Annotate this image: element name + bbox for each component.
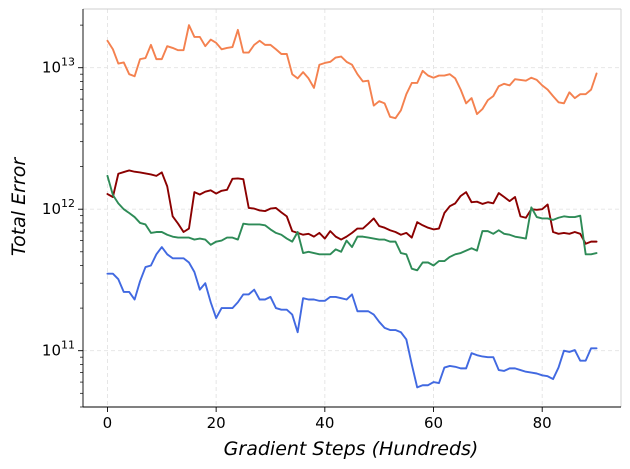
series-line-3 xyxy=(106,174,598,272)
y-tick-label: 1013 xyxy=(42,56,75,77)
x-tick-label: 80 xyxy=(533,414,552,432)
x-tick-label: 60 xyxy=(424,414,443,432)
series-line-4 xyxy=(106,246,598,389)
x-axis-label: Gradient Steps (Hundreds) xyxy=(224,438,479,460)
x-tick-label: 0 xyxy=(103,414,113,432)
series-line-1 xyxy=(106,24,598,120)
series-group xyxy=(106,24,598,389)
x-tick-label: 40 xyxy=(315,414,334,432)
x-tick-label: 20 xyxy=(207,414,226,432)
series-line-2 xyxy=(106,169,598,245)
plot-frame xyxy=(82,8,622,408)
y-tick-label: 1012 xyxy=(42,197,75,218)
y-tick-label: 1011 xyxy=(42,339,75,360)
y-axis: 1011 1012 1013 xyxy=(42,24,83,408)
grid xyxy=(83,9,621,407)
x-axis: 0 20 40 60 80 xyxy=(103,407,552,432)
y-axis-label: Total Error xyxy=(8,157,30,257)
